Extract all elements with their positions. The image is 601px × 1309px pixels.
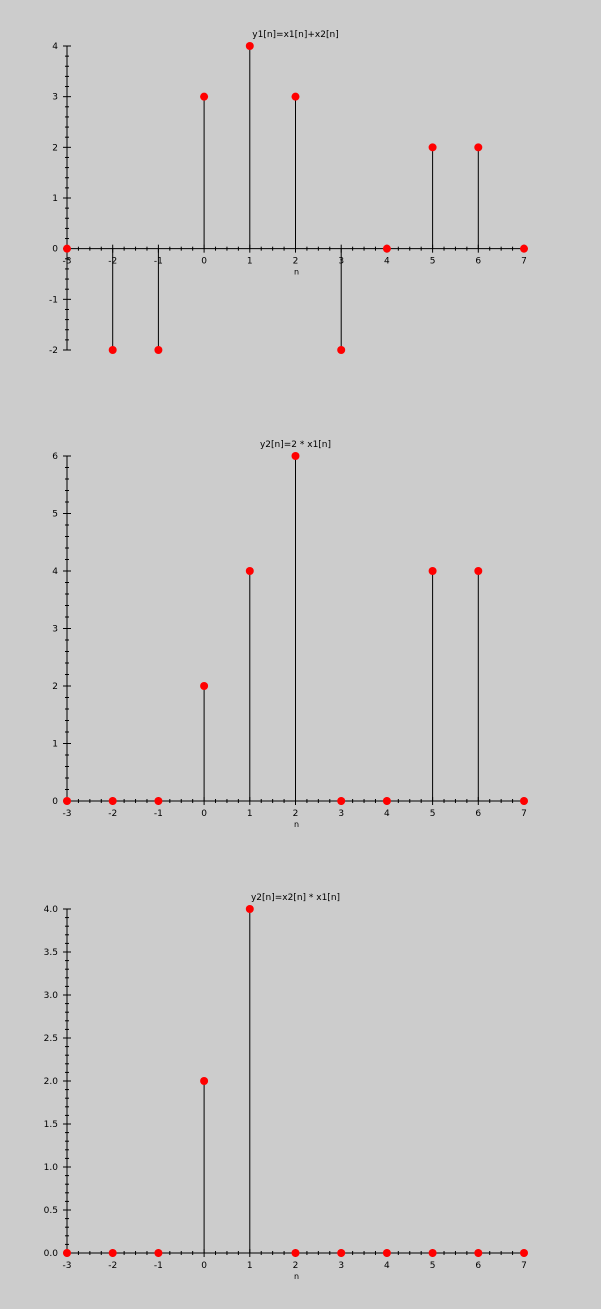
stem-marker xyxy=(474,567,483,575)
y-tick-label: 4 xyxy=(52,42,58,52)
stem-marker xyxy=(520,797,528,805)
x-tick-label: 0 xyxy=(201,809,207,819)
x-tick-label: 3 xyxy=(338,809,344,819)
x-tick-label: 1 xyxy=(247,1261,253,1271)
stem-marker xyxy=(63,797,71,805)
x-tick-label: 6 xyxy=(475,257,481,267)
plot-y3: y2[n]=x2[n] * x1[n] 0.0 0.5 1.0 1.5 2.0 2.5 3.0… xyxy=(44,893,528,1281)
y-tick-label: 1 xyxy=(52,194,58,204)
stem-marker xyxy=(382,1249,391,1257)
x-tick-label: 0 xyxy=(201,1261,207,1271)
x-tick-label: 7 xyxy=(521,1261,527,1271)
y-tick-label: 3 xyxy=(52,93,58,103)
stem-marker xyxy=(63,244,71,253)
y-tick-label: 1 xyxy=(52,740,58,750)
y-tick-label: 3.0 xyxy=(44,991,59,1001)
y-tick-label: 2.0 xyxy=(44,1077,59,1087)
stem-marker xyxy=(245,42,254,50)
stem-marker xyxy=(108,1249,117,1257)
stem-marker xyxy=(520,1249,528,1257)
x-tick-label: -3 xyxy=(63,809,72,819)
stem-marker xyxy=(108,346,117,354)
x-tick-label: -3 xyxy=(63,257,72,267)
stem-marker xyxy=(154,1249,163,1257)
stem-marker xyxy=(200,682,209,690)
chart-title: y1[n]=x1[n]+x2[n] xyxy=(252,30,338,40)
stem-marker xyxy=(245,567,254,575)
y-tick-label: 5 xyxy=(52,510,58,520)
x-tick-label: -3 xyxy=(63,1261,72,1271)
x-tick-label: 5 xyxy=(430,1261,436,1271)
x-axis-label: n xyxy=(294,1272,299,1281)
y-tick-label: -1 xyxy=(49,295,58,305)
x-tick-label: 6 xyxy=(475,1261,481,1271)
x-tick-label: 2 xyxy=(293,257,299,267)
y-tick-label: 1.5 xyxy=(44,1120,58,1130)
chart-title: y2[n]=2 * x1[n] xyxy=(260,440,331,450)
x-tick-label: 4 xyxy=(384,1261,390,1271)
y-tick-label: 3 xyxy=(52,625,58,635)
x-tick-label: -1 xyxy=(154,809,163,819)
y-tick-label: 0 xyxy=(52,797,58,807)
x-tick-label: 0 xyxy=(201,257,207,267)
x-tick-label: 7 xyxy=(521,257,527,267)
x-tick-label: 6 xyxy=(475,809,481,819)
stem-marker xyxy=(382,244,391,253)
y-tick-label: 0 xyxy=(52,245,58,255)
stem-marker xyxy=(154,797,163,805)
x-tick-label: 5 xyxy=(430,809,436,819)
stem-marker xyxy=(337,797,346,805)
y-tick-label: 6 xyxy=(52,452,58,462)
x-tick-label: -1 xyxy=(154,1261,163,1271)
y-tick-label: 4.0 xyxy=(44,905,59,915)
x-tick-label: 4 xyxy=(384,809,390,819)
stem-marker xyxy=(520,244,528,253)
y-tick-label: 2 xyxy=(52,682,58,692)
y-tick-label: 1.0 xyxy=(44,1163,59,1173)
stem-marker xyxy=(474,1249,483,1257)
x-axis-label: n xyxy=(294,820,299,829)
stem-marker xyxy=(291,452,300,460)
stem-marker xyxy=(428,1249,437,1257)
x-tick-label: 1 xyxy=(247,257,253,267)
stem-marker xyxy=(428,143,437,152)
stem-marker xyxy=(337,1249,346,1257)
x-tick-label: 5 xyxy=(430,257,436,267)
x-tick-label: 7 xyxy=(521,809,527,819)
stem-marker xyxy=(63,1249,71,1257)
stem-marker xyxy=(291,92,300,101)
x-tick-label: 2 xyxy=(293,1261,299,1271)
stem-marker xyxy=(154,346,163,354)
y-tick-label: 0.0 xyxy=(44,1249,59,1259)
x-tick-label: 2 xyxy=(293,809,299,819)
y-tick-label: 2 xyxy=(52,143,58,153)
stem-marker xyxy=(291,1249,300,1257)
y-tick-label: -2 xyxy=(49,346,58,356)
x-tick-label: 1 xyxy=(247,809,253,819)
stem-marker xyxy=(200,1077,209,1085)
plot-y1: y1[n]=x1[n]+x2[n]-2-101234-3-2-101234567… xyxy=(49,30,528,356)
stem-marker xyxy=(108,797,117,805)
stem-marker xyxy=(200,92,209,101)
y-tick-label: 2.5 xyxy=(44,1034,58,1044)
stem-marker xyxy=(337,346,346,354)
x-tick-label: 3 xyxy=(338,1261,344,1271)
y-tick-label: 4 xyxy=(52,567,58,577)
x-axis-label: n xyxy=(294,268,299,277)
stem-marker xyxy=(428,567,437,575)
y-tick-label: 3.5 xyxy=(44,948,58,958)
chart-title: y2[n]=x2[n] * x1[n] xyxy=(251,893,340,903)
stem-marker xyxy=(245,905,254,913)
x-tick-label: -2 xyxy=(108,1261,117,1271)
x-tick-label: 4 xyxy=(384,257,390,267)
y-tick-label: 0.5 xyxy=(44,1206,58,1216)
x-tick-label: -2 xyxy=(108,809,117,819)
stem-marker xyxy=(474,143,483,152)
plot-y2: y2[n]=2 * x1[n] 0 1 2 3 4 5 6 -3 -2 -1 0 1 2 3 4 5 6 7 n xyxy=(52,440,528,829)
stem-marker xyxy=(382,797,391,805)
